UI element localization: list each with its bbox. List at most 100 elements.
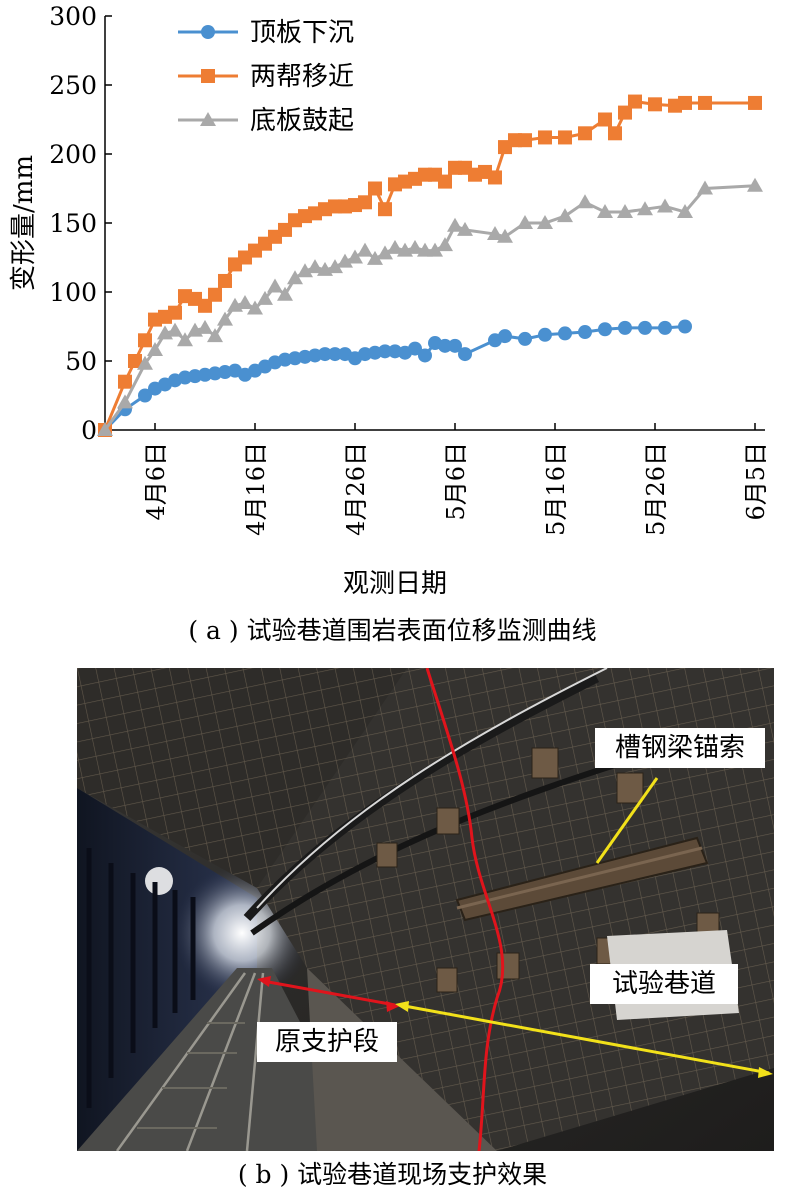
data-point	[438, 338, 452, 353]
caption-b: ( b ) 试验巷道现场支护效果	[237, 1160, 548, 1189]
y-axis-label: 变形量/mm	[9, 155, 39, 291]
data-point	[247, 300, 263, 315]
data-point	[518, 331, 532, 346]
data-point	[427, 242, 443, 257]
data-point	[437, 237, 453, 252]
legend-item: 两帮移近	[178, 62, 354, 92]
data-point	[628, 94, 642, 109]
data-point	[458, 347, 472, 362]
data-point	[177, 332, 193, 347]
data-point	[678, 319, 692, 334]
data-point	[378, 202, 392, 217]
arrow-channel-steel	[595, 777, 659, 864]
tunnel-photo: 槽钢梁锚索 试验巷道 原支护段	[77, 668, 774, 1151]
legend-label: 顶板下沉	[250, 18, 354, 48]
data-point	[337, 253, 353, 268]
data-point	[358, 195, 372, 210]
data-point	[578, 126, 592, 141]
data-point	[648, 97, 662, 112]
data-point	[538, 130, 552, 145]
data-point	[597, 203, 613, 218]
caption-a: ( a ) 试验巷道围岩表面位移监测曲线	[188, 616, 597, 645]
data-point	[558, 326, 572, 341]
data-point	[208, 287, 222, 302]
data-point	[537, 215, 553, 229]
svg-text:原支护段: 原支护段	[275, 1027, 379, 1057]
data-point	[677, 203, 693, 218]
data-point	[97, 422, 113, 436]
x-tick-label: 4月26日	[342, 442, 370, 536]
data-point	[697, 180, 713, 195]
y-tick-label: 300	[49, 2, 97, 31]
data-point	[657, 198, 673, 213]
data-point	[138, 388, 152, 403]
data-point	[498, 329, 512, 344]
data-point	[287, 270, 303, 285]
data-point	[218, 273, 232, 288]
chart-axes: 0 50 100 150 200 250 300 4月6日 4月16日 4月26日 5月6日 5月16…	[9, 2, 770, 599]
chart-series	[97, 94, 763, 437]
data-point	[418, 348, 432, 363]
data-point	[378, 344, 392, 359]
data-point	[168, 305, 182, 320]
deformation-chart: 0 50 100 150 200 250 300 4月6日 4月16日 4月26日 5月6日 5月16…	[9, 2, 770, 599]
series-1	[98, 94, 762, 437]
legend-marker	[201, 69, 215, 83]
x-tick-label: 5月6日	[442, 442, 470, 521]
data-point	[618, 105, 632, 120]
data-point	[237, 295, 253, 310]
label-channel-steel-anchor: 槽钢梁锚索	[595, 728, 765, 768]
data-point	[518, 133, 532, 148]
arrow-test-tunnel	[395, 1001, 773, 1078]
data-point	[637, 201, 653, 216]
data-point	[257, 290, 273, 305]
data-point	[577, 194, 593, 209]
data-point	[328, 347, 342, 362]
data-point	[387, 239, 403, 254]
data-point	[197, 319, 213, 334]
data-point	[128, 354, 142, 368]
data-point	[698, 95, 712, 110]
data-point	[318, 347, 332, 362]
data-point	[578, 325, 592, 340]
data-point	[638, 320, 652, 335]
data-point	[448, 338, 462, 353]
legend-item: 顶板下沉	[178, 18, 354, 48]
x-tick-label: 4月16日	[242, 442, 270, 536]
data-point	[678, 95, 692, 110]
data-point	[438, 174, 452, 189]
y-tick-label: 100	[49, 278, 97, 307]
data-point	[138, 333, 152, 348]
data-point	[407, 239, 423, 254]
svg-text:槽钢梁锚索: 槽钢梁锚索	[615, 733, 745, 763]
data-point	[357, 242, 373, 257]
data-point	[118, 374, 132, 389]
data-point	[608, 126, 622, 141]
data-point	[558, 130, 572, 145]
boundary-red-line	[425, 668, 505, 1151]
data-point	[297, 263, 313, 278]
x-tick-label: 5月16日	[542, 442, 570, 536]
data-point	[538, 327, 552, 342]
data-point	[307, 259, 323, 274]
data-point	[747, 177, 763, 192]
data-point	[658, 320, 672, 335]
legend-item: 底板鼓起	[178, 106, 354, 136]
data-point	[277, 286, 293, 301]
legend-label: 底板鼓起	[250, 106, 354, 136]
x-tick-label: 5月26日	[642, 442, 670, 536]
svg-text:试验巷道: 试验巷道	[612, 969, 716, 999]
label-original-support: 原支护段	[257, 1022, 397, 1062]
y-tick-label: 250	[49, 71, 97, 100]
tunnel-photo-drawing: 槽钢梁锚索 试验巷道 原支护段	[77, 668, 774, 1151]
data-point	[367, 250, 383, 265]
data-point	[447, 217, 463, 232]
data-point	[617, 203, 633, 218]
y-tick-label: 0	[81, 416, 97, 445]
data-point	[198, 298, 212, 313]
legend-marker	[200, 112, 216, 126]
data-point	[368, 181, 382, 196]
x-axis-label: 观测日期	[343, 569, 447, 599]
data-point	[217, 311, 233, 326]
